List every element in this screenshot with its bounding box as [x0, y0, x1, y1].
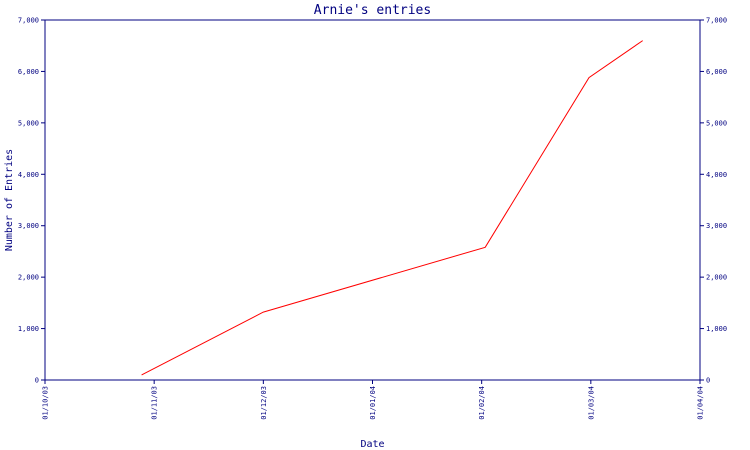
x-tick-label: 01/04/04: [697, 386, 705, 420]
y-tick-label-left: 4,000: [18, 171, 39, 179]
x-tick-label: 01/03/04: [587, 386, 595, 420]
y-tick-label-right: 0: [706, 377, 710, 385]
y-tick-label-right: 4,000: [706, 171, 727, 179]
y-axis-label: Number of Entries: [4, 149, 15, 251]
series-line: [141, 40, 643, 376]
y-tick-label-left: 0: [35, 377, 39, 385]
y-tick-label-left: 2,000: [18, 274, 39, 282]
y-tick-label-left: 3,000: [18, 222, 39, 230]
y-tick-label-right: 6,000: [706, 68, 727, 76]
y-tick-label-right: 5,000: [706, 119, 727, 127]
y-tick-label-left: 6,000: [18, 68, 39, 76]
y-tick-label-right: 7,000: [706, 17, 727, 25]
x-axis: 01/10/03 01/11/03 01/12/03 01/01/04 01/02/04…: [42, 380, 705, 420]
x-tick-label: 01/11/03: [151, 386, 159, 420]
chart-title: Arnie's entries: [314, 3, 431, 18]
y-tick-label-right: 1,000: [706, 325, 727, 333]
x-tick-label: 01/12/03: [260, 386, 268, 420]
y-tick-label-left: 7,000: [18, 17, 39, 25]
y-axis-right: 0 1,000 2,000 3,000 4,000 5,000 6,000 7,000: [700, 17, 727, 385]
y-tick-label-left: 5,000: [18, 119, 39, 127]
series-layer: [141, 40, 643, 376]
x-tick-label: 01/02/04: [478, 386, 486, 420]
y-tick-label-left: 1,000: [18, 325, 39, 333]
x-tick-label: 01/10/03: [42, 386, 50, 420]
y-tick-label-right: 2,000: [706, 274, 727, 282]
x-axis-label: Date: [360, 439, 384, 450]
x-tick-label: 01/01/04: [369, 386, 377, 420]
y-tick-label-right: 3,000: [706, 222, 727, 230]
y-axis-left: 0 1,000 2,000 3,000 4,000 5,000 6,000 7,000: [18, 17, 45, 385]
plot-area: [44, 19, 701, 381]
